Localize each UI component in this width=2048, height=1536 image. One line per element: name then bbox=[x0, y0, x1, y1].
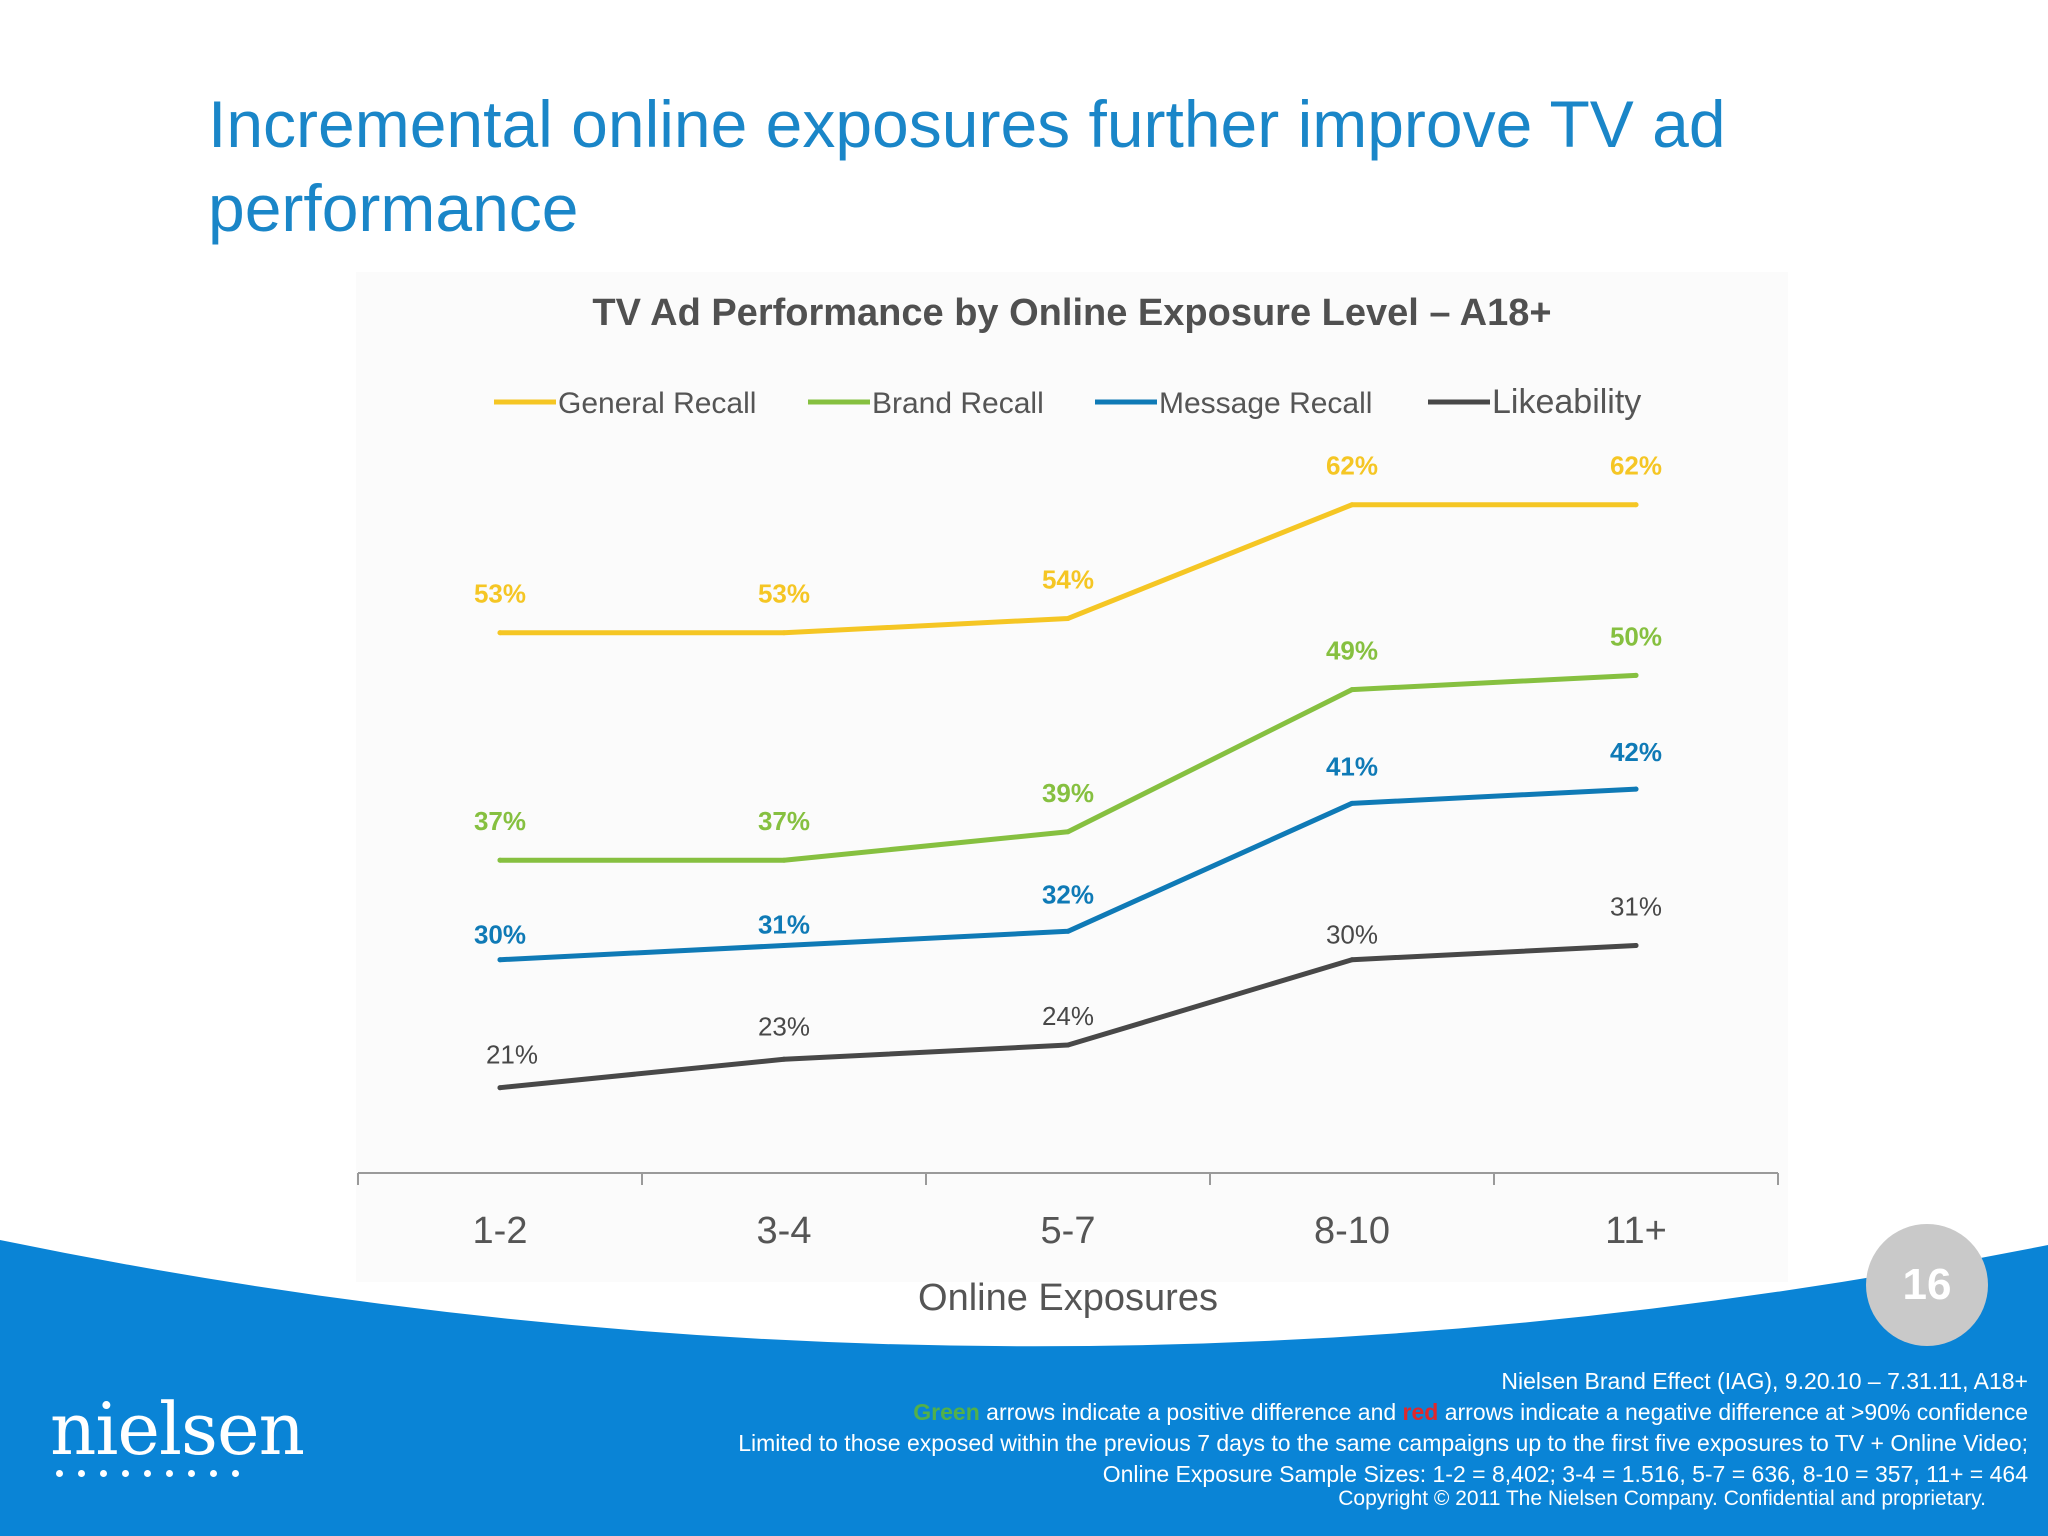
source-note: Nielsen Brand Effect (IAG), 9.20.10 – 7.… bbox=[528, 1366, 2028, 1397]
arrows-note: Green arrows indicate a positive differe… bbox=[528, 1397, 2028, 1428]
sample-sizes-note: Online Exposure Sample Sizes: 1-2 = 8,40… bbox=[528, 1459, 2028, 1490]
copyright: Copyright © 2011 The Nielsen Company. Co… bbox=[1338, 1487, 1986, 1511]
limited-note: Limited to those exposed within the prev… bbox=[528, 1428, 2028, 1459]
footnotes: Nielsen Brand Effect (IAG), 9.20.10 – 7.… bbox=[528, 1366, 2028, 1490]
arrows-end-text: arrows indicate a negative difference at… bbox=[1438, 1399, 2028, 1425]
arrows-middle-text: arrows indicate a positive difference an… bbox=[980, 1399, 1403, 1425]
green-word: Green bbox=[913, 1399, 979, 1425]
page-number-badge: 16 bbox=[1866, 1224, 1988, 1346]
logo-wordmark: nielsen bbox=[50, 1390, 300, 1468]
logo-dots bbox=[56, 1470, 300, 1477]
nielsen-logo: nielsen bbox=[50, 1390, 300, 1490]
red-word: red bbox=[1403, 1399, 1439, 1425]
